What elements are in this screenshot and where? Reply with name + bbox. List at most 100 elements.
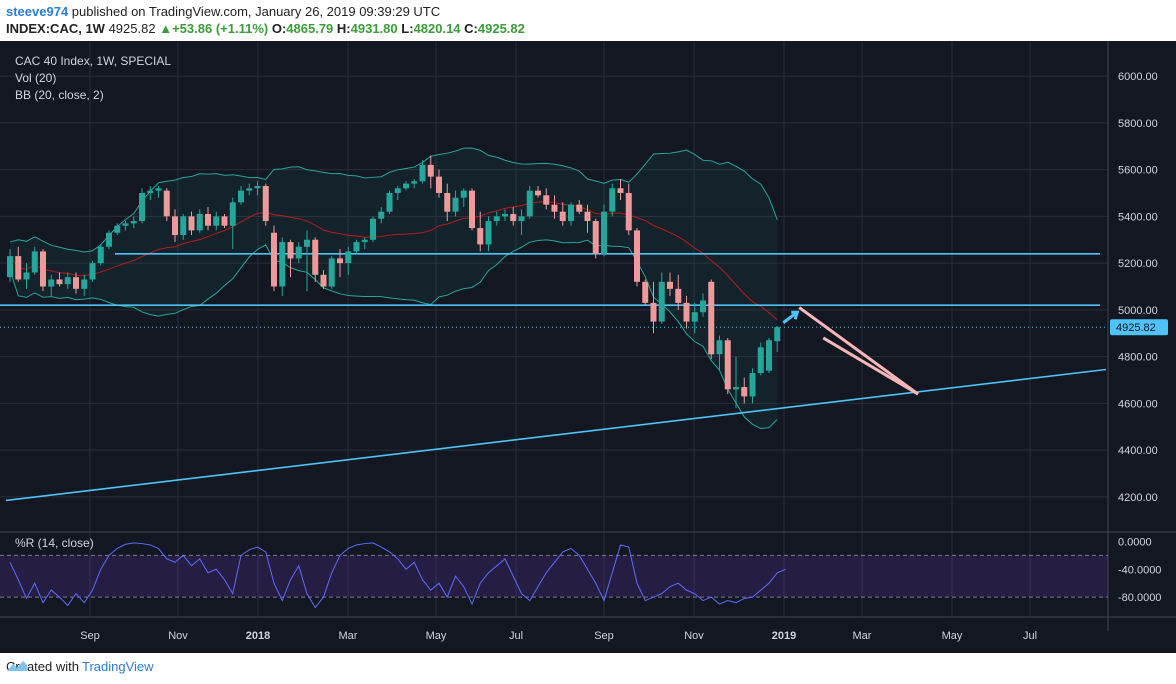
candle-body: [205, 214, 211, 226]
x-tick-label: Jul: [509, 630, 523, 642]
y-tick-label: 6000.00: [1118, 71, 1158, 83]
chart-canvas[interactable]: 6000.00 5800.00 5600.00 5400.00 5200.00 5000.…: [0, 41, 1176, 653]
projection-down-arrow-2: [822, 336, 919, 396]
chart-legend-item: CAC 40 Index, 1W, SPECIAL: [15, 54, 171, 68]
candle-body: [213, 216, 220, 226]
candle-body: [502, 214, 508, 217]
chart-legend-item: BB (20, close, 2): [15, 88, 104, 102]
bb-basis-line: [9, 201, 778, 321]
last-price: 4925.82: [108, 21, 156, 36]
candle-body: [262, 185, 269, 222]
candle-body: [469, 190, 475, 229]
candle-body: [370, 218, 376, 240]
candle-body: [436, 176, 442, 193]
candle-body: [246, 188, 253, 191]
projection-up-arrowhead: [791, 310, 800, 320]
candle-body: [749, 373, 756, 397]
wr-line: [9, 542, 786, 609]
tradingview-logo-icon: [7, 661, 27, 671]
open-label: O:: [271, 21, 287, 36]
candle-body: [139, 192, 145, 222]
y-tick-label: 4800.00: [1118, 352, 1158, 364]
up-arrow-icon: ▲: [159, 21, 173, 36]
candle-body: [287, 242, 294, 259]
candle-body: [378, 211, 385, 219]
candle-body: [130, 221, 137, 224]
candle-body: [394, 188, 401, 193]
candle-body: [312, 239, 319, 275]
y-tick-label: 5600.00: [1118, 165, 1158, 177]
candle-body: [97, 246, 104, 264]
candle-body: [229, 202, 236, 226]
low-label: L:: [401, 21, 414, 36]
bb-lower-line: [9, 239, 778, 429]
x-tick-label: Nov: [684, 630, 704, 642]
tradingview-brand[interactable]: TradingView: [81, 659, 154, 674]
candle-body: [724, 340, 731, 390]
candle-body: [7, 256, 13, 278]
candle-body: [716, 340, 723, 355]
candle-body: [658, 281, 665, 322]
close-label: C:: [464, 21, 478, 36]
chart-legend-item: Vol (20): [15, 71, 56, 85]
trendline: [5, 368, 1107, 502]
publish-info: steeve974 published on TradingView.com, …: [6, 4, 440, 19]
candle-body: [485, 221, 492, 245]
candle-body: [114, 225, 121, 233]
projection-down-arrow: [798, 306, 919, 396]
candle-body: [89, 263, 96, 280]
candle-body: [328, 258, 335, 287]
candle-body: [625, 192, 632, 231]
candle-body: [733, 387, 739, 390]
candle-body: [279, 242, 286, 287]
x-tick-label: Nov: [168, 630, 188, 642]
candle-body: [81, 279, 88, 289]
candle-body: [543, 195, 550, 205]
candle-body: [757, 347, 764, 374]
candle-body: [163, 190, 170, 217]
candle-body: [361, 239, 368, 243]
candle-body: [667, 281, 673, 289]
projection-up-arrow: [782, 311, 799, 324]
x-tick-label: May: [426, 630, 447, 642]
candle-body: [675, 288, 682, 303]
candle-body: [601, 211, 607, 254]
candle-body: [196, 214, 203, 231]
candle-body: [708, 281, 715, 355]
y-tick-label: 4600.00: [1118, 398, 1158, 410]
candle-body: [518, 216, 525, 222]
wr-y-tick-label: 0.0000: [1118, 536, 1152, 548]
candle-body: [411, 181, 418, 184]
last-price-tag-label: 4925.82: [1116, 322, 1156, 334]
candle-body: [617, 188, 624, 193]
footer: Created with TradingView: [6, 659, 154, 674]
candle-body: [592, 221, 599, 254]
y-tick-label: 4400.00: [1118, 445, 1158, 457]
author-name[interactable]: steeve974: [6, 4, 69, 19]
last-price-tag: [1110, 319, 1168, 336]
x-tick-label: 2018: [246, 630, 270, 642]
wr-y-tick-label: -40.0000: [1118, 564, 1161, 576]
x-tick-label: Mar: [853, 630, 872, 642]
wr-legend: %R (14, close): [15, 536, 94, 550]
candle-body: [477, 228, 484, 245]
candle-body: [683, 302, 690, 322]
wr-y-tick-label: -80.0000: [1118, 592, 1161, 604]
x-tick-label: Mar: [339, 630, 358, 642]
candle-body: [493, 216, 500, 222]
candle-body: [353, 242, 360, 252]
open-value: 4865.79: [286, 21, 334, 36]
candle-body: [337, 258, 343, 264]
candle-body: [700, 300, 706, 313]
candle-body: [568, 204, 574, 222]
candle-body: [741, 387, 748, 397]
candle-body: [526, 190, 533, 217]
chart-area[interactable]: 6000.00 5800.00 5600.00 5400.00 5200.00 5000.…: [0, 41, 1176, 653]
y-tick-label: 5200.00: [1118, 258, 1158, 270]
candle-body: [31, 251, 38, 273]
symbol-label: INDEX:CAC, 1W: [6, 21, 105, 36]
ohlc-header: INDEX:CAC, 1W 4925.82 ▲+53.86 (+1.11%) O…: [6, 21, 525, 36]
candle-body: [23, 272, 30, 280]
x-tick-label: Jul: [1023, 630, 1037, 642]
x-tick-label: May: [942, 630, 963, 642]
